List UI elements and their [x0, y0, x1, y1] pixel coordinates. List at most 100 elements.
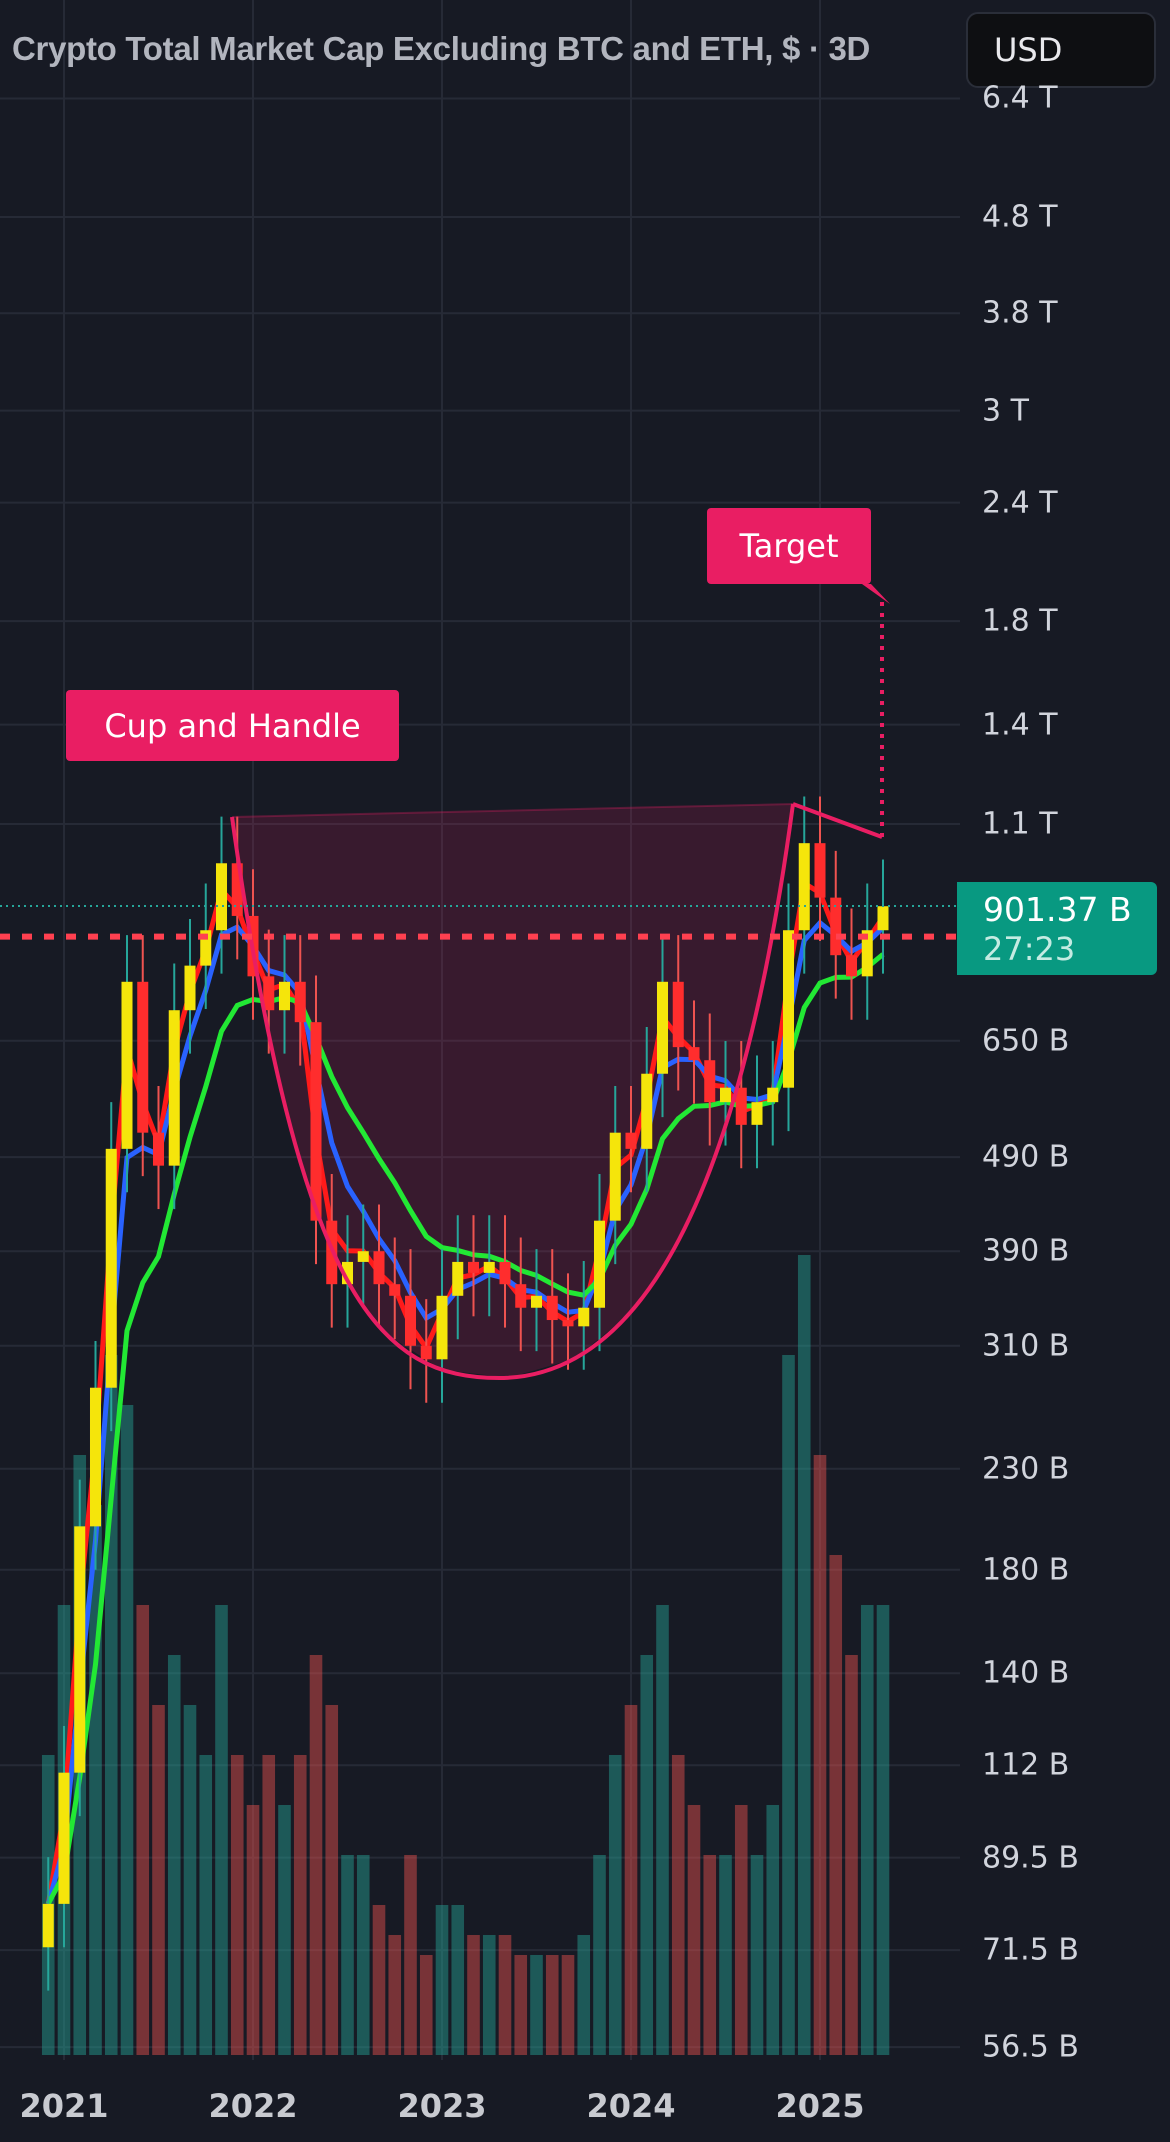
candle-body [656, 981, 669, 1074]
volume-bar [152, 1705, 165, 2055]
volume-bar [530, 1955, 543, 2055]
candle-body [231, 863, 243, 916]
candle-body [452, 1261, 464, 1296]
currency-button[interactable]: USD [966, 12, 1156, 88]
volume-bar [388, 1935, 402, 2055]
y-tick-label: 2.4 T [982, 485, 1058, 521]
y-tick-label: 650 B [982, 1023, 1070, 1059]
candle-body [310, 1022, 322, 1221]
volume-bar [167, 1655, 181, 2055]
y-tick-label: 140 B [982, 1655, 1070, 1691]
y-tick-label: 4.8 T [982, 199, 1058, 235]
target-label[interactable]: Target [707, 508, 871, 584]
candle-body [357, 1251, 369, 1262]
candle-body [294, 981, 306, 1023]
candle-body [688, 1047, 700, 1061]
volume-bar [293, 1755, 307, 2055]
x-tick-label: 2024 [586, 2087, 676, 2125]
cup-rim-line [231, 803, 794, 818]
candle-body [735, 1087, 747, 1125]
candle-body [373, 1251, 385, 1285]
y-tick-label: 6.4 T [982, 80, 1058, 116]
volume-bar [215, 1605, 228, 2055]
candle-body [814, 843, 826, 898]
candle-body [42, 1903, 54, 1948]
volume-bar [246, 1805, 260, 2055]
candle-body [420, 1345, 432, 1360]
y-tick-label: 89.5 B [982, 1840, 1079, 1876]
candle-body [105, 1148, 117, 1388]
candle-body [263, 976, 275, 1011]
chart-title: Crypto Total Market Cap Excluding BTC an… [12, 30, 871, 67]
target-label-pointer [862, 584, 890, 604]
volume-bar [183, 1705, 197, 2055]
y-tick-label: 230 B [982, 1451, 1070, 1487]
last-price: 901.37 B [983, 890, 1132, 929]
volume-bar [325, 1705, 339, 2055]
candle-body [562, 1320, 574, 1327]
volume-bar [514, 1955, 528, 2055]
candle-body [58, 1772, 70, 1904]
candle-body [751, 1102, 763, 1125]
volume-bar [419, 1955, 433, 2055]
volume-bar [230, 1755, 244, 2055]
candle-body [845, 955, 858, 977]
candle-body [609, 1132, 621, 1221]
volume-bar [120, 1405, 134, 2055]
y-tick-label: 310 B [982, 1328, 1070, 1364]
volume-bar [498, 1935, 512, 2055]
volume-bar [545, 1955, 559, 2055]
cup-and-handle-label[interactable]: Cup and Handle [66, 690, 399, 761]
candles [42, 796, 889, 1991]
candle-body [467, 1261, 480, 1273]
candle-body [641, 1073, 653, 1149]
volume-bar [577, 1935, 591, 2055]
pattern-lines [0, 584, 960, 940]
y-tick-label: 56.5 B [982, 2029, 1079, 2065]
y-tick-label: 180 B [982, 1552, 1070, 1588]
volume-bar [608, 1755, 622, 2055]
candle-body [767, 1087, 779, 1103]
volume-bars [41, 1255, 890, 2055]
candle-body [830, 897, 842, 956]
volume-bar [451, 1905, 465, 2055]
x-tick-label: 2021 [19, 2087, 109, 2125]
volume-bar [656, 1605, 669, 2055]
x-tick-label: 2023 [397, 2087, 487, 2125]
candle-body [625, 1132, 637, 1149]
candle-body [436, 1295, 448, 1360]
volume-bar [719, 1855, 732, 2055]
candle-body [89, 1387, 102, 1527]
x-tick-label: 2022 [208, 2087, 298, 2125]
y-tick-label: 3.8 T [982, 295, 1058, 331]
candle-body [184, 965, 196, 1011]
candle-body [341, 1261, 354, 1285]
candle-body [798, 843, 810, 931]
candle-body [121, 981, 133, 1149]
volume-bar [482, 1935, 496, 2055]
volume-bar [750, 1855, 764, 2055]
candle-body [546, 1295, 558, 1321]
handle-line [792, 802, 883, 839]
volume-bar [797, 1255, 811, 2055]
volume-bar [341, 1855, 354, 2055]
candle-body [200, 930, 212, 966]
volume-bar [624, 1705, 638, 2055]
volume-bar [813, 1455, 827, 2055]
volume-bar [860, 1605, 874, 2055]
volume-bar [136, 1605, 150, 2055]
candle-body [74, 1526, 86, 1773]
volume-bar [372, 1905, 386, 2055]
volume-bar [782, 1355, 795, 2055]
volume-bar [309, 1655, 323, 2055]
candle-body [404, 1295, 417, 1346]
volume-bar [703, 1855, 717, 2055]
candle-body [499, 1261, 511, 1285]
candle-body [515, 1284, 527, 1308]
y-tick-label: 112 B [982, 1747, 1070, 1783]
volume-bar [404, 1855, 417, 2055]
volume-bar [561, 1955, 575, 2055]
volume-bar [671, 1755, 685, 2055]
y-tick-label: 1.4 T [982, 707, 1058, 743]
